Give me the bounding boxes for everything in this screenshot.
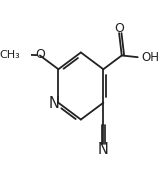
- Text: CH₃: CH₃: [0, 50, 20, 60]
- Text: O: O: [114, 22, 124, 35]
- Text: N: N: [48, 96, 59, 111]
- Text: N: N: [98, 142, 109, 157]
- Text: O: O: [36, 48, 46, 61]
- Text: OH: OH: [141, 51, 159, 64]
